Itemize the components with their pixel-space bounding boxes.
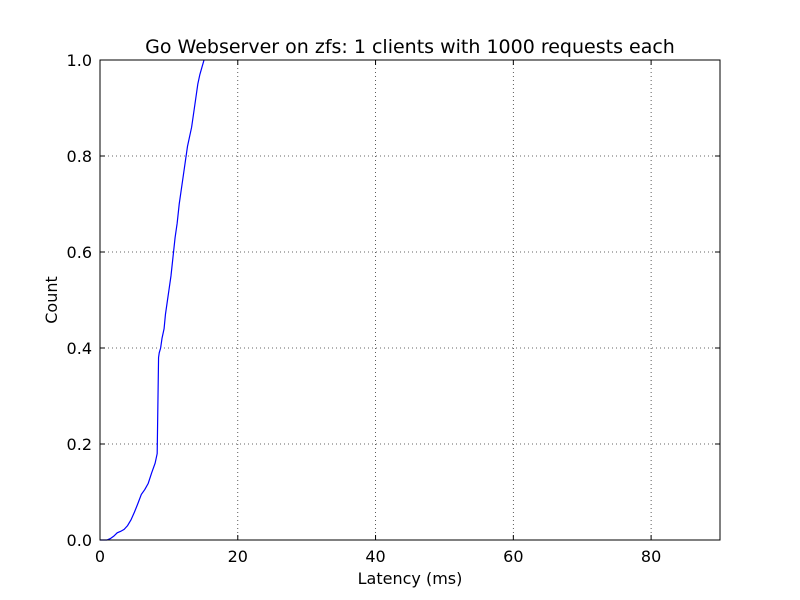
x-tick-label: 60 [503, 547, 523, 566]
y-axis-label: Count [42, 276, 61, 324]
x-tick-label: 40 [365, 547, 385, 566]
chart-title: Go Webserver on zfs: 1 clients with 1000… [145, 36, 675, 58]
y-tick-label: 0.6 [67, 243, 92, 262]
x-tick-label: 20 [228, 547, 248, 566]
x-axis-label: Latency (ms) [358, 569, 463, 588]
x-tick-label: 0 [95, 547, 105, 566]
grid-layer [100, 60, 720, 540]
x-tick-label: 80 [641, 547, 661, 566]
y-tick-label: 0.0 [67, 531, 92, 550]
series-line [100, 59, 205, 541]
y-tick-label: 0.4 [67, 339, 92, 358]
tick-layer: 0 20 40 60 80 0.0 0.2 0.4 0.6 0.8 1.0 [67, 51, 720, 566]
y-tick-label: 1.0 [67, 51, 92, 70]
y-tick-label: 0.8 [67, 147, 92, 166]
plot-frame [99, 59, 721, 541]
series-layer [100, 59, 205, 541]
y-tick-label: 0.2 [67, 435, 92, 454]
